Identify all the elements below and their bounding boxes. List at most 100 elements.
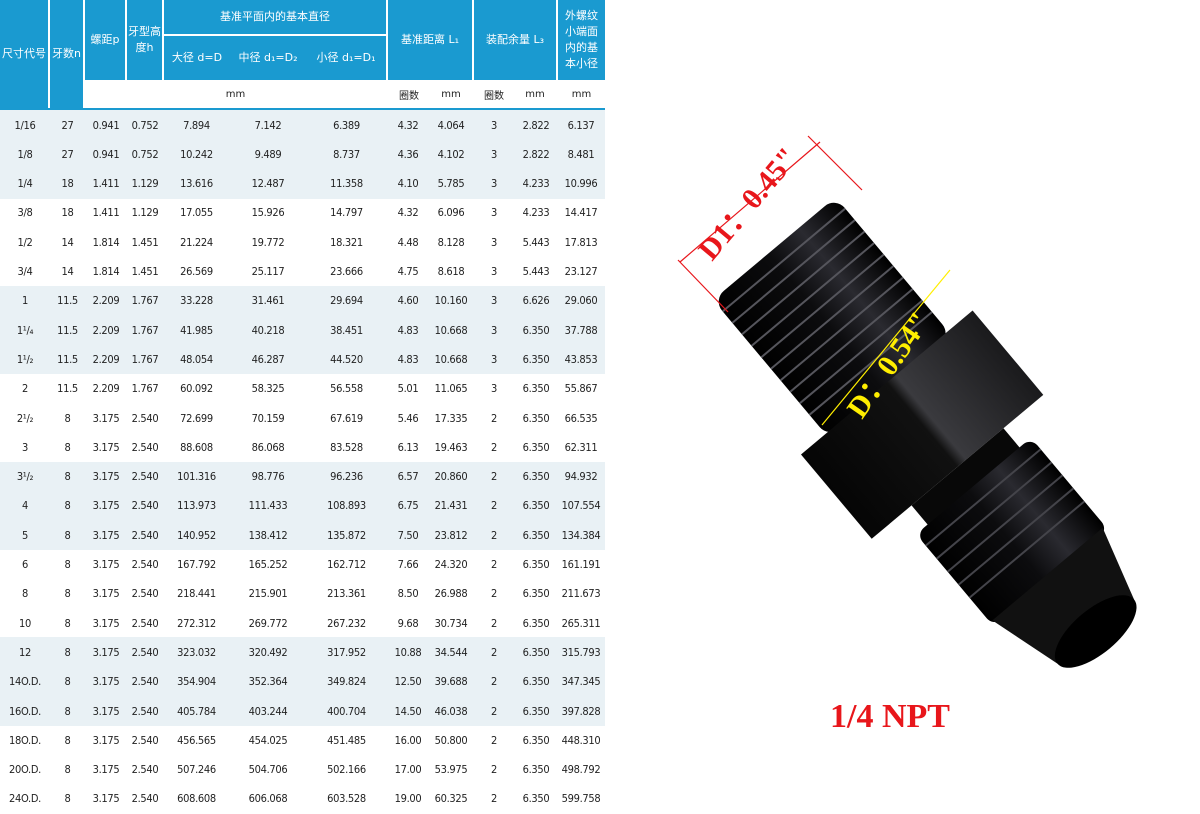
table-cell: 4.83 [397,352,419,366]
table-cell: 2 [491,440,497,454]
table-cell: 6.350 [522,792,550,806]
table-cell: 1.451 [131,235,159,249]
product-photo: D1：0.45" D：0.54" [612,0,1200,800]
table-cell: 3 [491,118,497,132]
table-cell: 3.175 [92,470,120,484]
table-cell: 507.246 [177,763,216,777]
table-cell: 1/2 [17,235,33,249]
table-cell: 4.36 [397,147,419,161]
table-cell: 9.489 [254,147,282,161]
table-cell: 317.952 [327,645,366,659]
table-cell: 2 [491,470,497,484]
table-cell: 3.175 [92,704,120,718]
table-cell: 4 [22,499,28,513]
table-cell: 33.228 [180,294,213,308]
table-row: 1¹/₄ 11.5 2.209 1.767 41.985 40.218 38.451 4.83… [0,315,605,346]
table-row: 1/2 14 1.814 1.451 21.224 19.772 18.321 4.48 8.1… [0,227,605,257]
table-cell: 2.209 [92,294,120,308]
table-row: 12 8 3.175 2.540 323.032 320.492 317.952 10.88 3… [0,637,605,668]
table-cell: 2.209 [92,352,120,366]
table-cell: 3 [491,382,497,396]
table-cell: 1.411 [92,206,120,220]
header-major: 大径 d=D [164,36,230,80]
table-cell: 0.752 [131,118,159,132]
table-cell: 4.102 [437,147,465,161]
table-cell: 3 [491,323,497,337]
table-cell: 1/4 [17,177,33,191]
table-cell: 2.540 [131,645,159,659]
table-cell: 8 [64,440,71,454]
table-cell: 48.054 [180,352,213,366]
table-cell: 2 [491,704,497,718]
table-cell: 6.350 [522,558,550,571]
table-cell: 213.361 [327,587,366,601]
table-cell: 26.569 [180,265,213,278]
table-cell: 17.813 [564,235,598,249]
table-cell: 14O.D. [8,675,42,689]
table-cell: 3 [491,352,497,366]
table-cell: 38.451 [330,323,363,337]
table-cell: 14.797 [330,206,363,220]
table-cell: 6.350 [522,382,550,396]
table-cell: 19.772 [251,235,285,249]
unit-l1-turns: 圈数 [399,90,419,102]
table-cell: 4.233 [522,177,550,191]
table-cell: 3 [491,235,497,249]
table-cell: 44.520 [330,352,363,366]
table-cell: 17.00 [394,763,422,777]
table-cell: 86.068 [251,440,285,454]
table-cell: 2.822 [522,147,550,161]
table-cell: 4.60 [397,294,419,308]
table-cell: 66.535 [564,411,598,425]
table-cell: 3.175 [92,792,120,806]
table-cell: 8 [22,587,28,601]
table-cell: 606.068 [248,792,288,806]
table-cell: 454.025 [248,733,288,747]
table-cell: 23.812 [434,528,468,542]
table-cell: 14 [61,265,74,278]
table-cell: 8 [64,528,71,542]
table-cell: 6.350 [522,616,550,630]
table-cell: 5.46 [397,411,419,425]
table-cell: 2 [491,792,497,806]
table-cell: 323.032 [177,645,216,659]
table-cell: 6.75 [397,499,419,513]
table-cell: 6.350 [522,733,550,747]
table-cell: 40.218 [251,323,285,337]
table-cell: 3.175 [92,675,120,689]
table-cell: 4.233 [522,206,550,220]
table-cell: 43.853 [564,352,598,366]
table-cell: 8 [64,470,71,484]
table-cell: 0.941 [92,118,120,132]
fitting-body [718,202,1137,668]
table-cell: 3.175 [92,616,120,630]
header-pitch: 螺距p [85,0,125,80]
table-cell: 55.867 [564,382,598,396]
table-cell: 2.540 [131,411,159,425]
table-cell: 162.712 [327,558,366,571]
male-threads [722,207,933,416]
table-cell: 3 [491,265,497,278]
table-cell: 8 [64,411,71,425]
table-cell: 14 [61,235,74,249]
table-cell: 5.443 [522,235,550,249]
table-cell: 3 [491,177,497,191]
table-cell: 29.060 [564,294,598,308]
table-cell: 269.772 [248,616,288,630]
table-cell: 1.767 [131,352,159,366]
table-cell: 25.117 [251,265,285,278]
table-cell: 6.350 [522,587,550,601]
table-cell: 2.540 [131,733,159,747]
table-cell: 140.952 [177,528,216,542]
table-cell: 3 [491,206,497,220]
table-cell: 46.038 [434,704,468,718]
table-cell: 6.137 [567,118,595,132]
table-cell: 135.872 [327,528,366,542]
table-cell: 31.461 [251,294,285,308]
table-cell: 9.68 [397,616,419,630]
table-cell: 2 [22,382,28,396]
table-cell: 498.792 [561,763,601,777]
table-cell: 608.608 [177,792,216,806]
table-cell: 26.988 [434,587,468,601]
table-cell: 19.00 [394,792,422,806]
